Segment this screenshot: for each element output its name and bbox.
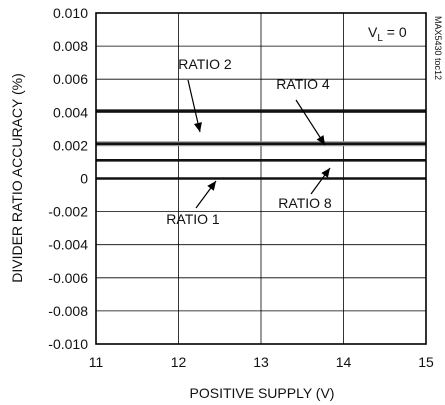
y-tick-label: 0.004 — [53, 104, 88, 120]
x-tick-label: 14 — [336, 354, 352, 370]
series-lines — [96, 109, 426, 180]
y-tick-label: 0.006 — [53, 71, 88, 87]
watermark: MAX5430 toc12 — [433, 16, 443, 80]
series-annotations: RATIO 1 RATIO 2 RATIO 4 RATIO 8 — [166, 56, 332, 227]
x-tick-label: 15 — [418, 354, 434, 370]
x-tick-label: 11 — [89, 354, 104, 370]
series-label: RATIO 1 — [166, 211, 220, 227]
series-label: RATIO 2 — [178, 56, 232, 72]
y-axis-label: DIVIDER RATIO ACCURACY (%) — [9, 73, 25, 283]
condition-main: V — [368, 24, 378, 40]
y-tick-label: -0.002 — [48, 204, 88, 220]
y-tick-label: 0 — [80, 171, 88, 187]
x-tick-labels: 11 12 13 14 15 — [89, 354, 434, 370]
y-tick-label: -0.006 — [48, 270, 88, 286]
y-tick-labels: 0.010 0.008 0.006 0.004 0.002 0 -0.002 -0.004 -0… — [48, 5, 88, 352]
condition-value: = 0 — [383, 24, 407, 40]
x-tick-label: 12 — [171, 354, 187, 370]
y-tick-label: -0.008 — [48, 303, 88, 319]
series-label: RATIO 8 — [278, 195, 332, 211]
condition-subscript: L — [377, 33, 383, 44]
condition-label: VL = 0 — [368, 24, 407, 44]
arrow-head — [321, 168, 330, 178]
arrow-head — [316, 135, 325, 145]
y-tick-label: -0.010 — [48, 336, 88, 352]
x-tick-label: 13 — [253, 354, 269, 370]
arrow-head — [207, 181, 216, 191]
y-tick-label: -0.004 — [48, 237, 88, 253]
x-axis-label: POSITIVE SUPPLY (V) — [190, 385, 335, 401]
arrow-head — [193, 122, 202, 132]
plot-frame — [95, 12, 427, 345]
y-tick-label: 0.002 — [53, 137, 88, 153]
y-tick-label: 0.010 — [53, 5, 88, 21]
y-tick-label: 0.008 — [53, 38, 88, 54]
series-label: RATIO 4 — [276, 76, 330, 92]
